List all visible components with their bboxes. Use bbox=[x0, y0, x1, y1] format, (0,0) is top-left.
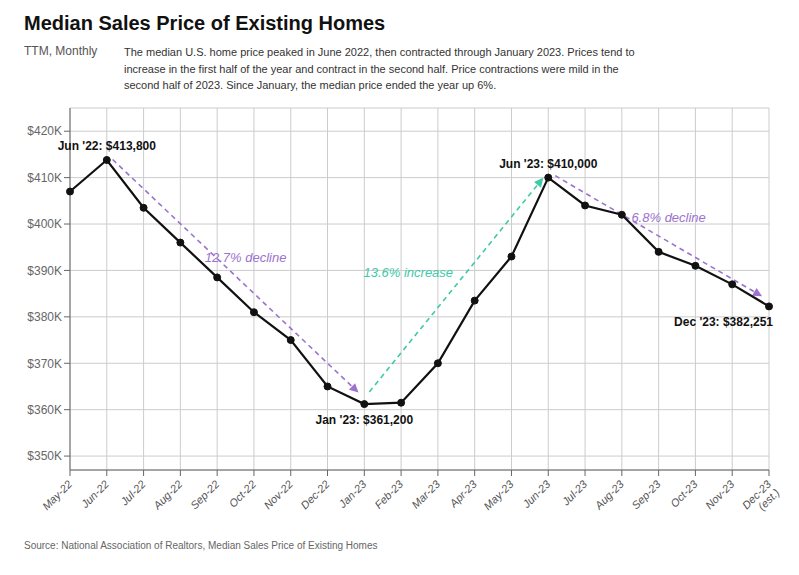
svg-text:Oct-23: Oct-23 bbox=[668, 477, 700, 509]
svg-text:13.6% increase: 13.6% increase bbox=[363, 264, 453, 279]
svg-text:Jun '22: $413,800: Jun '22: $413,800 bbox=[58, 138, 157, 152]
svg-text:Jul-23: Jul-23 bbox=[559, 477, 590, 508]
svg-text:6.8% decline: 6.8% decline bbox=[631, 210, 705, 225]
svg-text:$390K: $390K bbox=[27, 263, 62, 277]
svg-text:Jul-22: Jul-22 bbox=[117, 477, 147, 507]
svg-text:Jun-23: Jun-23 bbox=[520, 477, 554, 511]
svg-text:Dec-23(est.): Dec-23(est.) bbox=[740, 477, 783, 520]
svg-text:Aug-23: Aug-23 bbox=[592, 477, 627, 512]
html-text:Median Sales Price of Existing: Median Sales Price of Existing Homes bbox=[24, 12, 386, 34]
svg-text:Jan-23: Jan-23 bbox=[336, 477, 370, 511]
svg-text:Jun '23: $410,000: Jun '23: $410,000 bbox=[499, 156, 598, 170]
html-text:The median U.S. home price pea: The median U.S. home price peaked in Jun… bbox=[124, 46, 635, 91]
svg-text:Sep-23: Sep-23 bbox=[629, 477, 663, 511]
svg-text:Jan '23: $361,200: Jan '23: $361,200 bbox=[316, 413, 414, 427]
svg-text:$420K: $420K bbox=[27, 124, 62, 138]
svg-text:Nov-23: Nov-23 bbox=[703, 477, 737, 511]
svg-text:Mar-23: Mar-23 bbox=[409, 477, 443, 511]
svg-text:$370K: $370K bbox=[27, 356, 62, 370]
svg-text:May-22: May-22 bbox=[40, 477, 74, 511]
svg-text:Dec '23: $382,251: Dec '23: $382,251 bbox=[674, 315, 773, 329]
svg-text:Dec-22: Dec-22 bbox=[298, 477, 332, 511]
svg-text:Feb-23: Feb-23 bbox=[372, 477, 406, 511]
svg-text:$400K: $400K bbox=[27, 217, 62, 231]
svg-text:Apr-23: Apr-23 bbox=[447, 477, 480, 510]
svg-text:$360K: $360K bbox=[27, 402, 62, 416]
svg-text:May-23: May-23 bbox=[481, 477, 516, 512]
svg-text:12.7% decline: 12.7% decline bbox=[205, 250, 287, 265]
svg-text:$350K: $350K bbox=[27, 449, 62, 463]
svg-text:Nov-22: Nov-22 bbox=[261, 477, 295, 511]
svg-text:$410K: $410K bbox=[27, 170, 62, 184]
svg-text:$380K: $380K bbox=[27, 310, 62, 324]
svg-text:Jun-22: Jun-22 bbox=[78, 477, 111, 510]
svg-text:Oct-22: Oct-22 bbox=[226, 477, 258, 509]
svg-text:Sep-22: Sep-22 bbox=[188, 477, 222, 511]
html-text:Source: National Association o: Source: National Association of Realtors… bbox=[24, 539, 378, 551]
html-text:TTM, Monthly: TTM, Monthly bbox=[24, 44, 98, 58]
svg-text:Aug-22: Aug-22 bbox=[150, 477, 184, 511]
